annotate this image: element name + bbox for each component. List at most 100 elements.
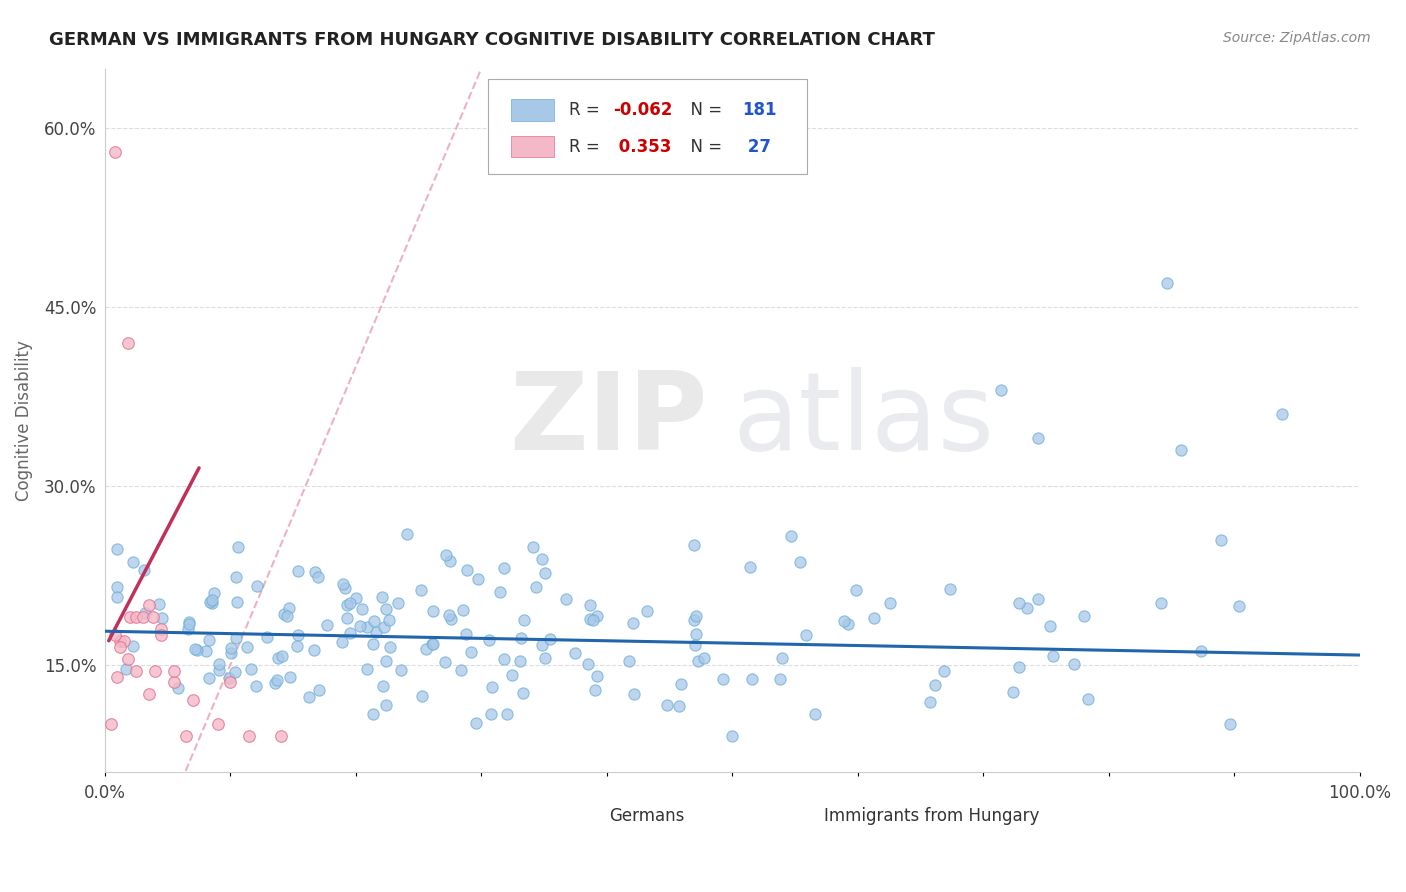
Text: -0.062: -0.062 <box>613 101 672 119</box>
Point <box>132 563 155 577</box>
Point <box>479 707 502 722</box>
Point <box>768 672 790 686</box>
Point <box>582 613 605 627</box>
Point <box>770 651 793 665</box>
Point <box>361 707 384 722</box>
Point <box>297 690 319 704</box>
Point <box>924 678 946 692</box>
Point <box>524 580 547 594</box>
Point <box>789 555 811 569</box>
Point <box>277 600 299 615</box>
Point <box>177 622 200 636</box>
Point <box>1189 644 1212 658</box>
Point <box>804 707 827 722</box>
FancyBboxPatch shape <box>512 136 554 157</box>
Point <box>202 585 225 599</box>
Point <box>150 611 173 625</box>
Point <box>456 563 478 577</box>
Point <box>285 640 308 654</box>
Point <box>489 584 512 599</box>
Text: R =: R = <box>569 137 605 155</box>
Point <box>356 662 378 676</box>
Text: 181: 181 <box>742 101 776 119</box>
Point <box>576 657 599 671</box>
Point <box>467 572 489 586</box>
Point <box>245 679 267 693</box>
Point <box>478 632 501 647</box>
Point <box>350 601 373 615</box>
Point <box>583 682 606 697</box>
Point <box>1211 533 1233 547</box>
Point <box>121 556 143 570</box>
Point <box>138 598 160 612</box>
Text: 27: 27 <box>742 137 772 155</box>
Point <box>267 651 290 665</box>
Point <box>1271 407 1294 421</box>
Point <box>509 654 531 668</box>
Point <box>371 590 394 604</box>
Point <box>837 617 859 632</box>
Point <box>623 687 645 701</box>
Point <box>201 596 224 610</box>
Point <box>131 610 153 624</box>
Point <box>738 560 761 574</box>
Point <box>378 640 401 655</box>
Point <box>685 609 707 624</box>
Point <box>617 654 640 668</box>
Point <box>208 664 231 678</box>
Text: R =: R = <box>569 101 605 119</box>
Point <box>554 591 576 606</box>
Point <box>682 538 704 552</box>
Point <box>339 625 361 640</box>
Point <box>586 609 609 624</box>
Point <box>339 595 361 609</box>
Point <box>333 581 356 595</box>
Point <box>538 632 561 646</box>
Point <box>108 633 131 648</box>
Point <box>794 628 817 642</box>
Point <box>655 698 678 712</box>
Point <box>692 651 714 665</box>
Point <box>374 698 396 712</box>
Point <box>176 729 198 743</box>
Point <box>183 642 205 657</box>
Point <box>302 643 325 657</box>
Point <box>225 595 247 609</box>
Point <box>304 566 326 580</box>
Point <box>104 145 127 159</box>
Point <box>711 672 734 686</box>
Point <box>918 695 941 709</box>
Point <box>363 614 385 628</box>
Point <box>125 664 148 678</box>
Point <box>939 582 962 597</box>
Point <box>879 596 901 610</box>
Point <box>669 677 692 691</box>
Text: N =: N = <box>679 137 727 155</box>
Point <box>264 676 287 690</box>
Point <box>104 628 127 642</box>
Point <box>1026 591 1049 606</box>
Point <box>336 598 359 612</box>
Point <box>845 582 868 597</box>
Point <box>356 620 378 634</box>
Point <box>219 646 242 660</box>
Point <box>1028 431 1050 445</box>
Point <box>636 604 658 618</box>
Point <box>163 675 186 690</box>
Point <box>1039 618 1062 632</box>
Point <box>361 637 384 651</box>
Point <box>932 664 955 678</box>
Point <box>330 634 353 648</box>
Point <box>225 631 247 645</box>
Point <box>420 637 443 651</box>
Point <box>668 698 690 713</box>
Point <box>364 625 387 640</box>
Text: N =: N = <box>679 101 727 119</box>
Point <box>143 664 166 678</box>
Text: Immigrants from Hungary: Immigrants from Hungary <box>824 806 1039 824</box>
Point <box>434 548 457 562</box>
Point <box>148 597 170 611</box>
Point <box>246 579 269 593</box>
Point <box>456 627 478 641</box>
Point <box>990 384 1012 398</box>
